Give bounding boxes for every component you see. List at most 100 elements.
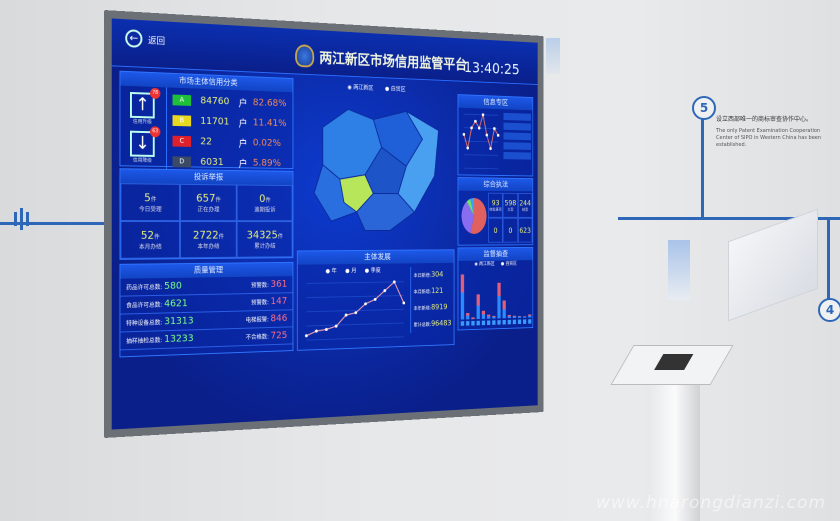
legend-label: 年 [331,267,337,275]
filter-quarter[interactable]: ● 季度 [364,267,381,275]
inspection-legend: ◉ 两江新区 ● 自贸区 [458,260,532,267]
credit-panel: 市场主体信用分类 ↑ 78 信用升级 ↓ 63 信用降级 A 84760 户 82.68%… [119,70,294,174]
map-region [323,108,382,179]
complaint-stat[interactable]: 2722件本年办结 [179,221,238,259]
info-item[interactable] [503,142,531,150]
bar-liangjiang [502,309,506,319]
info-list [503,112,531,160]
gridline [464,155,498,156]
inspection-panel: 监督抽查 ◉ 两江新区 ● 自贸区 [457,246,534,331]
info-item[interactable] [503,132,531,141]
data-point [315,329,318,333]
bar-liangjiang [512,316,517,318]
stat-value: 34325 [246,228,278,242]
stat-value: 0 [493,226,498,235]
quality-value: 846 [270,313,288,325]
data-point [354,311,358,315]
credit-downgrade-button[interactable]: ↓ 63 [130,126,161,157]
complaint-stat[interactable]: 34325件 累计办结 [237,221,293,258]
district-map[interactable] [297,89,453,240]
legend-item[interactable]: ◉ 两江新区 [474,261,495,268]
enforcement-panel: 综合执法 93 审批事项 598 立案 244 结案 0 0 623 [457,177,534,246]
quality-left[interactable]: 食品许可总数: 4621 [126,298,188,310]
enforcement-stat[interactable]: 0 [488,217,504,243]
bar-liangjiang [528,315,532,318]
info-item[interactable] [503,112,531,121]
enforcement-stat[interactable]: 0 [503,217,518,243]
complaints-panel: 投诉举报 5件 今日受理 657件 正在办理 0件 逾期投诉 52件 本月办结 2722件 本年办… [119,168,294,260]
enforcement-grid: 93 审批事项 598 立案 244 结案 0 0 623 [488,192,533,243]
bar-liangjiang [481,314,486,319]
bar-ftz [502,300,506,310]
legend-label: 两江新区 [479,261,495,268]
quality-left[interactable]: 特种设备总数: 31313 [126,316,193,329]
filter-month[interactable]: ● 月 [345,267,357,275]
data-point [373,297,377,301]
info-item[interactable] [503,151,531,160]
enforcement-stat[interactable]: 623 [517,217,533,243]
bar-ftz [492,315,496,317]
kiosk-top [610,345,734,385]
bar-ftz [486,314,491,317]
x-tick-label [481,320,486,326]
info-item[interactable] [503,122,531,131]
back-button[interactable]: ← 返回 [125,29,165,49]
bar-ftz [507,314,511,317]
quality-label: 不合格数: [245,333,269,342]
stat-label: 本年办结 [197,243,220,251]
stat-value: 93 [491,198,500,207]
stat-label: 立案 [507,206,514,212]
x-tick-label [471,320,475,326]
panel-title: 监督抽查 [458,247,533,261]
development-stats: 本日新增:304 本月新增:121 本年新增:8919 累计总数:96483 [410,266,454,333]
series-line [464,114,498,149]
bar-liangjiang [466,315,470,320]
filter-year[interactable]: ● 年 [325,267,337,275]
stat-label: 累计总数: [413,322,432,329]
wall-timeline [0,222,108,225]
isometric-blocks [546,38,560,74]
x-tick-label [523,319,527,324]
quality-right[interactable]: 不合格数: 725 [246,330,288,342]
credit-upgrade-button[interactable]: ↑ 78 [130,87,161,119]
quality-label: 食品许可总数: [126,301,163,310]
stat-label: 累计办结 [254,243,276,250]
info-line-chart [460,110,502,174]
step-4-marker: 4 [818,298,840,322]
enforcement-stat[interactable]: 598 立案 [503,192,518,218]
credit-changes: ↑ 78 信用升级 ↓ 63 信用降级 [120,86,166,172]
legend-item[interactable]: ● 自贸区 [500,261,517,267]
x-tick-label [517,319,522,325]
quality-right[interactable]: 电梯报警: 846 [246,313,288,325]
complaint-stat[interactable]: 0件 逾期投诉 [237,184,293,222]
stat-unit: 件 [218,233,225,241]
data-point [383,289,387,293]
bar-ftz [523,316,527,317]
complaint-stat[interactable]: 657件 正在办理 [179,183,238,222]
dashboard-screen: ← 返回 两江新区市场信用监管平台 13:40:25 市场主体信用分类 ↑ 78 信… [111,18,538,430]
complaint-stat[interactable]: 52件 本月办结 [120,221,180,259]
quality-left[interactable]: 药品许可总数: 580 [126,281,182,293]
quality-right[interactable]: 预警数: 361 [251,279,287,290]
quality-list: 药品许可总数: 580 预警数: 361 食品许可总数: 4621 预警数: 147 特… [120,276,293,351]
quality-right[interactable]: 预警数: 147 [251,296,287,307]
credit-grade-row[interactable]: C 22 户 0.02% [167,131,287,154]
quality-panel: 质量管理 药品许可总数: 580 预警数: 361 食品许可总数: 4621 预警数:… [119,261,294,358]
stat-value: 2722 [192,228,219,242]
development-line-chart [299,274,410,348]
quality-label: 预警数: [251,299,269,307]
quality-value: 31313 [164,315,194,328]
quality-value: 13233 [164,333,194,345]
stat-label: 本日新增: [413,273,432,279]
grade-badge: C [172,135,192,147]
panel-title: 主体发展 [297,250,454,265]
quality-left[interactable]: 抽样抽检总数: 13233 [126,333,193,346]
series-line [306,282,403,336]
data-point [364,302,367,306]
page-title: 两江新区市场信用监管平台 [295,44,467,75]
bar-liangjiang [517,316,522,318]
enforcement-stat[interactable]: 93 审批事项 [488,192,504,218]
complaint-stat[interactable]: 5件 今日受理 [120,183,180,222]
enforcement-stat[interactable]: 244 结案 [517,193,533,218]
back-label: 返回 [148,35,166,47]
